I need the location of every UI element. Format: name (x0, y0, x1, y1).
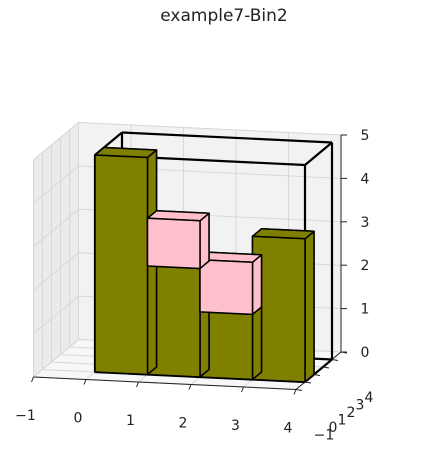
x-tick-mark (83, 379, 87, 385)
x-tick-mark (241, 386, 244, 393)
y-tick-label: 2 (347, 405, 356, 421)
grid-line-z (33, 208, 342, 248)
z-tick-label: 2 (361, 258, 370, 274)
y-tick-label: 0 (329, 420, 338, 436)
grid-line-z (33, 165, 342, 204)
x-tick-mark (188, 384, 192, 390)
y-tick-label: −1 (314, 428, 335, 444)
x-tick-label: 4 (284, 421, 293, 437)
y-tick-label: 1 (338, 413, 347, 429)
box-face (146, 217, 201, 270)
chart-title: example7-Bin2 (160, 6, 288, 26)
box-face (251, 254, 263, 316)
box-face (304, 230, 315, 383)
x-tick-label: 3 (231, 418, 240, 434)
side-pane (33, 121, 79, 379)
box-face (94, 154, 149, 376)
y-tick-mark (313, 374, 321, 376)
x-tick-label: 0 (74, 411, 83, 427)
box-olive (94, 146, 158, 376)
box-pink (199, 251, 263, 316)
container-edge (121, 131, 333, 144)
z-tick-label: 1 (361, 302, 370, 318)
y-tick-mark (322, 366, 330, 369)
container-edge (304, 141, 333, 166)
y-tick-mark (304, 381, 312, 384)
y-tick-label: 4 (365, 390, 374, 406)
x-tick-label: 2 (179, 416, 188, 432)
x-tick-label: −1 (15, 408, 36, 424)
z-tick-label: 3 (361, 215, 370, 231)
y-tick-mark (295, 389, 303, 391)
z-tick-label: 0 (361, 345, 370, 361)
y-tick-mark (331, 359, 339, 361)
box-face (199, 212, 210, 270)
box-face (251, 306, 263, 381)
x-tick-mark (31, 376, 34, 383)
box-pink (146, 210, 210, 270)
z-tick-label: 5 (361, 128, 370, 144)
z-tick-label: 4 (361, 171, 370, 187)
box-olive (251, 228, 315, 383)
y-tick-label: 3 (356, 398, 365, 414)
grid-line-z (33, 121, 342, 161)
x-tick-label: 1 (126, 413, 135, 429)
box-face (199, 259, 254, 316)
x-tick-mark (136, 381, 139, 388)
x-axis-line (33, 376, 297, 390)
x-tick-mark (293, 389, 297, 395)
